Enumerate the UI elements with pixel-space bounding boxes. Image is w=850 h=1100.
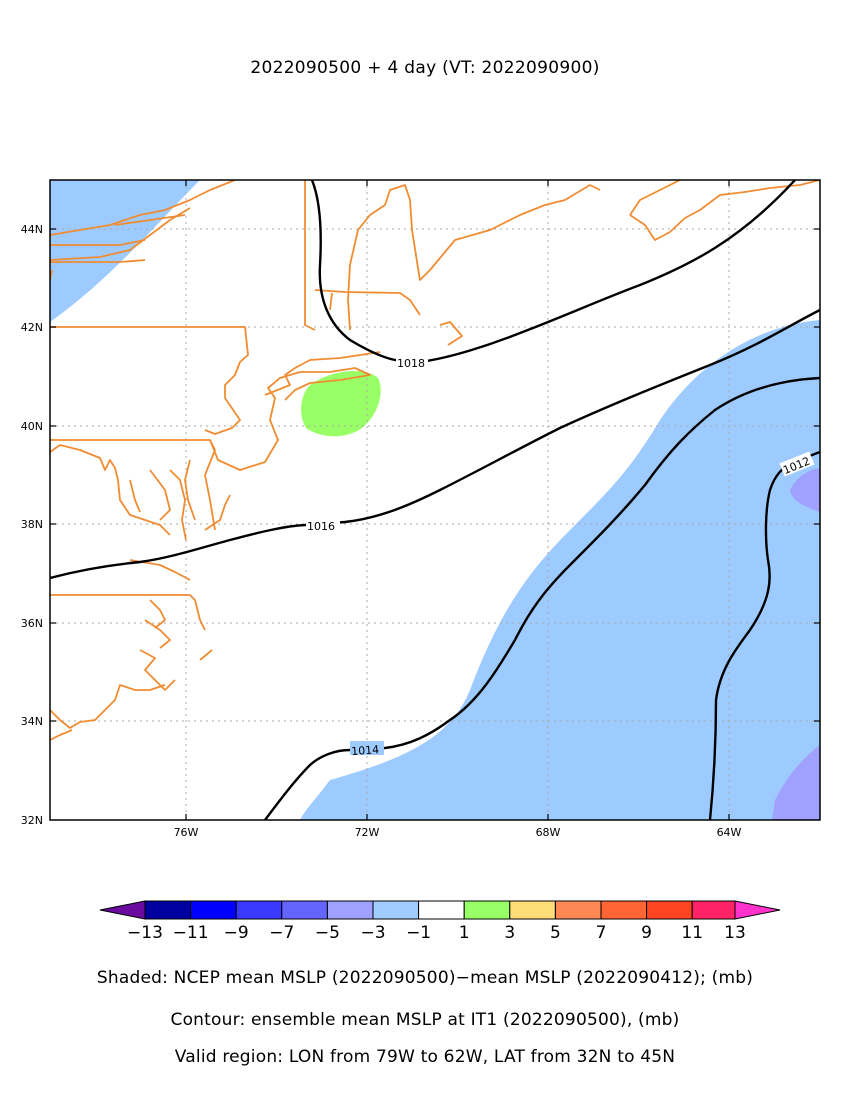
colorbar-box-1 [144,900,192,920]
colorbar-label: −11 [173,923,209,943]
colorbar [99,900,781,920]
colorbar-label: −1 [406,923,431,943]
colorbar-label: 13 [724,923,746,943]
shade-positive-green [301,370,381,437]
lat-label-42n: 42N [21,321,43,334]
colorbar-box-5 [326,900,374,920]
lat-label-38n: 38N [21,518,43,531]
colorbar-box-10 [554,900,602,920]
colorbar-label: −5 [315,923,340,943]
contour-label-1014: 1014 [351,743,380,758]
lat-label-32n: 32N [21,814,43,827]
tick-marks [50,180,820,820]
colorbar-box-9 [509,900,556,920]
colorbar-box-2 [190,900,237,920]
colorbar-box-6 [372,900,420,920]
lon-label-72w: 72W [355,826,380,839]
colorbar-high-arrow [734,900,781,920]
map-title: 2022090500 + 4 day (VT: 2022090900) [250,58,600,78]
lat-label-34n: 34N [21,715,43,728]
colorbar-low-arrow [99,900,146,920]
caption-shaded: Shaded: NCEP mean MSLP (2022090500)−mean… [96,968,754,988]
plot-frame [49,179,821,821]
contour-1018 [310,180,796,364]
lat-label-40n: 40N [21,420,43,433]
lon-label-76w: 76W [174,826,199,839]
caption-region: Valid region: LON from 79W to 62W, LAT f… [174,1047,676,1067]
colorbar-box-3 [235,900,283,920]
colorbar-label: 7 [596,923,607,943]
lat-label-36n: 36N [21,617,43,630]
lon-label-68w: 68W [536,826,561,839]
colorbar-label: −3 [360,923,385,943]
contour-1016 [50,308,820,580]
contour-label-1018: 1018 [397,357,425,370]
colorbar-labels: −13 −11 −9 −7 −5 −3 −1 1 3 5 7 9 11 13 [127,923,746,943]
caption-contour: Contour: ensemble mean MSLP at IT1 (2022… [170,1010,680,1030]
colorbar-label: 5 [550,923,561,943]
colorbar-label: 3 [504,923,515,943]
lon-labels: 76W 72W 68W 64W [174,826,742,839]
colorbar-label: 1 [459,923,470,943]
lat-labels: 44N 42N 40N 38N 36N 34N 32N [21,223,43,827]
lon-label-64w: 64W [717,826,742,839]
colorbar-box-8 [463,900,511,920]
colorbar-box-11 [600,900,648,920]
colorbar-box-4 [281,900,328,920]
colorbar-box-12 [646,900,693,920]
colorbar-label: −7 [269,923,294,943]
colorbar-label: 11 [681,923,703,943]
colorbar-label: −13 [127,923,163,943]
shade-lavender-east [790,468,820,512]
colorbar-label: −9 [224,923,249,943]
contour-label-1016: 1016 [307,520,335,533]
grid-lines [50,180,820,820]
shade-lavender-southeast [772,745,820,820]
contour-1014 [264,376,820,820]
lat-label-44n: 44N [21,223,43,236]
coastlines [50,180,820,741]
colorbar-box-13 [691,900,736,920]
shade-negative-southeast [300,320,820,820]
colorbar-box-7 [418,900,465,920]
colorbar-label: 9 [641,923,652,943]
